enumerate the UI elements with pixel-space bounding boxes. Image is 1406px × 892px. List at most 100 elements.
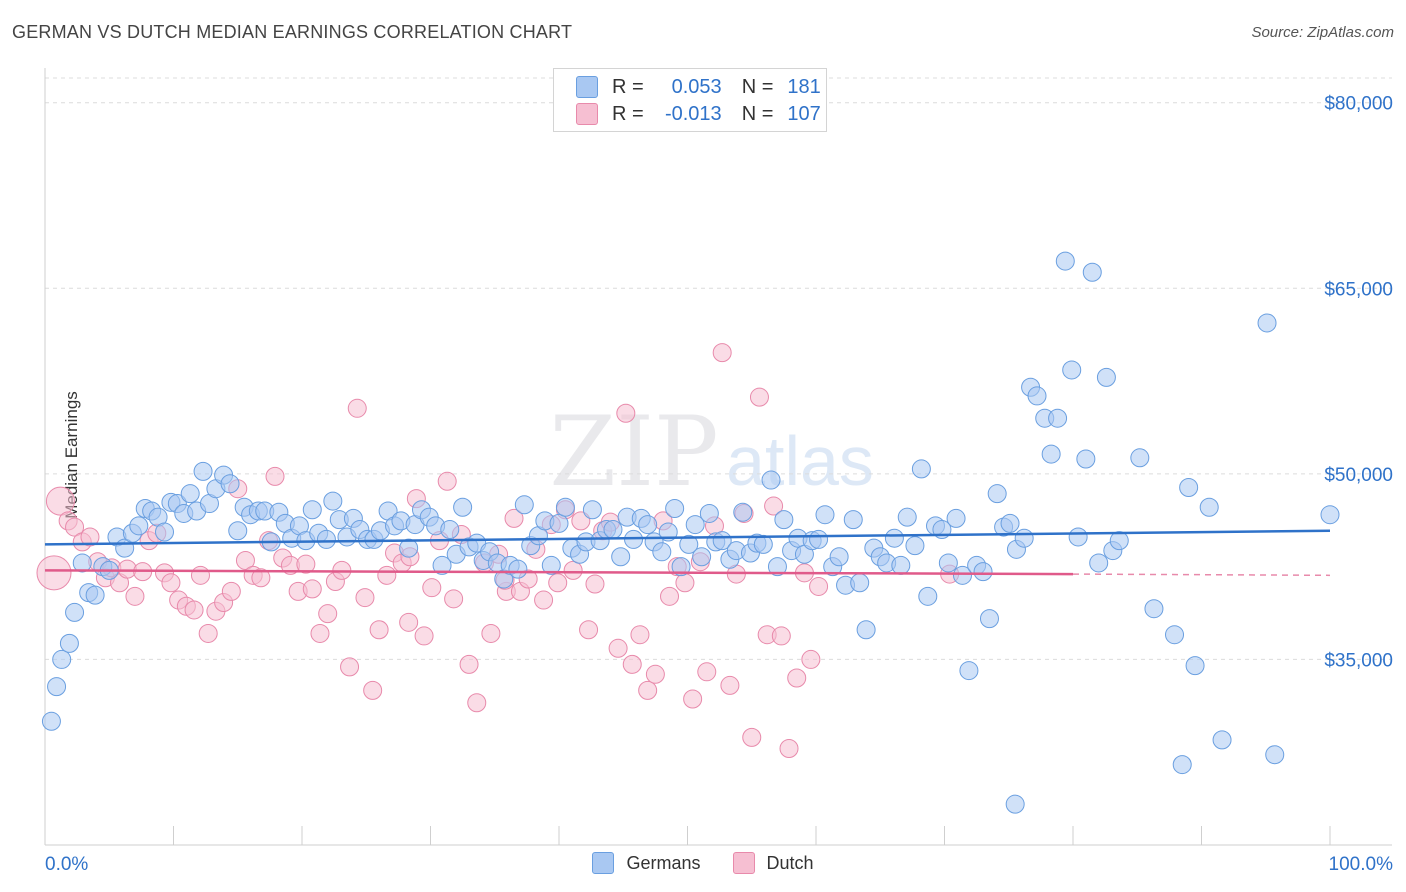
dutch-point [363,680,383,700]
dutch-r-value: -0.013 [664,102,722,125]
german-point [1179,477,1199,497]
y-tick-label: $65,000 [1324,279,1393,300]
watermark: ZIP atlas [549,396,874,508]
dutch-point [579,620,599,640]
german-point [753,534,773,554]
german-point [47,677,67,697]
german-point [155,522,175,542]
legend-item-dutch[interactable]: Dutch [732,852,814,874]
dutch-point [749,387,769,407]
dutch-point [65,517,85,537]
dutch-point [184,600,204,620]
legend-label-germans: Germans [626,852,701,873]
dutch-point [638,680,658,700]
german-point [665,499,685,519]
german-point [959,661,979,681]
german-point [761,470,781,490]
german-point [1320,505,1340,525]
german-point [549,513,569,533]
dutch-r-label: R = [612,102,644,125]
chart-title: GERMAN VS DUTCH MEDIAN EARNINGS CORRELAT… [12,22,573,42]
dutch-trend-extension [1072,573,1331,577]
german-point [1109,531,1129,551]
dutch-point [675,573,695,593]
germans-swatch [592,852,615,874]
german-point [987,484,1007,504]
dutch-point [585,574,605,594]
series-legend: Germans Dutch [0,852,1406,874]
dutch-point [355,588,375,608]
german-point [685,515,705,535]
german-point [979,609,999,629]
german-point [938,553,958,573]
dutch-point [198,623,218,643]
german-point [59,633,79,653]
dutch-point [369,620,389,640]
dutch-point [125,586,145,606]
dutch-swatch [576,103,598,125]
german-point [1185,656,1205,676]
german-point [399,538,419,558]
german-point [582,500,602,520]
x-tick-label: 0.0% [45,854,88,875]
german-point [699,503,719,523]
german-point [1062,360,1082,380]
legend-label-dutch: Dutch [766,852,814,873]
legend-row-german: R = 0.053 N = 181 [576,74,821,100]
dutch-point [235,550,255,570]
source-label: Source: ZipAtlas.com [1251,24,1394,41]
german-point [815,505,835,525]
dutch-point [221,581,241,601]
german-point [809,529,829,549]
correlation-legend: R = 0.053 N = 181 R = -0.013 N = 107 [553,68,827,132]
dutch-point [742,727,762,747]
dutch-point [399,612,419,632]
german-point [829,547,849,567]
german-point [905,536,925,556]
dutch-point [712,343,732,363]
german-n-label: N = [741,75,774,98]
german-point [897,507,917,527]
german-point [1068,527,1088,547]
german-point [1076,449,1096,469]
german-point [555,497,575,517]
dutch-point [161,573,181,593]
dutch-point [481,623,501,643]
dutch-point [645,664,665,684]
dutch-point [697,662,717,682]
dutch-point [779,739,799,759]
german-point [129,516,149,536]
dutch-n-label: N = [741,102,774,125]
dutch-point [347,398,367,418]
german-point [220,474,240,494]
dutch-point [534,590,554,610]
dutch-point [683,689,703,709]
german-point [316,529,336,549]
dutch-point [504,508,524,528]
german-point [918,586,938,606]
german-point [72,553,92,573]
german-point [1000,513,1020,533]
legend-item-germans[interactable]: Germans [592,852,701,874]
dutch-point [630,625,650,645]
dutch-point [414,626,434,646]
watermark-atlas: atlas [726,422,874,500]
german-point [85,585,105,605]
german-point [1055,251,1075,271]
legend-row-dutch: R = -0.013 N = 107 [576,101,821,127]
y-tick-label: $35,000 [1324,650,1393,671]
german-point [1130,448,1150,468]
german-point [1027,386,1047,406]
german-point [302,500,322,520]
dutch-trend-line [44,569,1074,576]
dutch-point [622,654,642,674]
german-point [692,547,712,567]
german-point [1048,408,1068,428]
german-point [1199,497,1219,517]
german-point [323,491,343,511]
dutch-n-value: 107 [787,102,821,125]
dutch-point [660,586,680,606]
dutch-point [787,668,807,688]
german-point [432,555,452,575]
